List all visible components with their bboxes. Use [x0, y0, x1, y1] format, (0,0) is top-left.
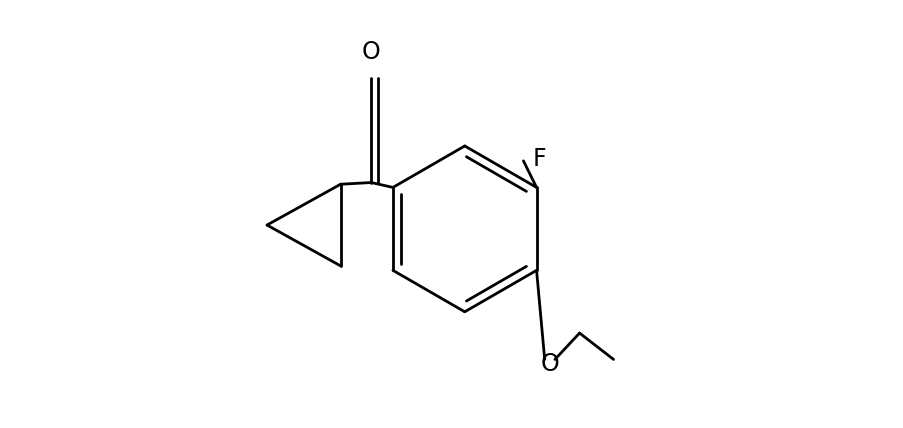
Text: F: F [532, 147, 545, 171]
Text: O: O [540, 352, 559, 376]
Text: O: O [361, 40, 380, 65]
